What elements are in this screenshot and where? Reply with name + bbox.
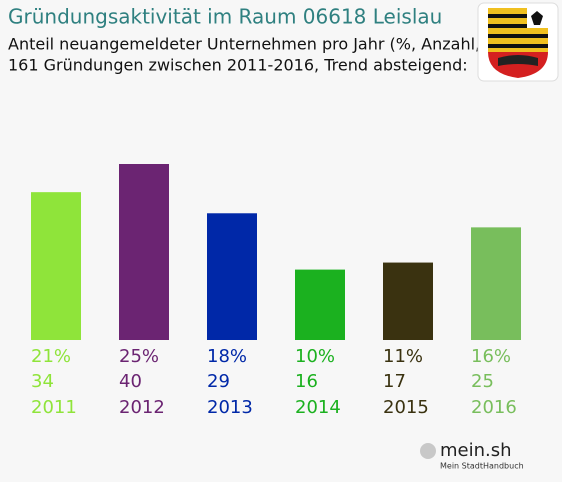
value-label: 25%	[119, 346, 159, 367]
value-label: 11%	[383, 346, 423, 367]
logo: mein.sh Mein StadtHandbuch	[420, 440, 524, 471]
subtitle: 161 Gründungen zwischen 2011-2016, Trend…	[8, 56, 468, 75]
value-label: 18%	[207, 346, 247, 367]
x-tick-label: 2013	[207, 397, 253, 418]
value-label: 16%	[471, 346, 511, 367]
chart-title: Gründungsaktivität im Raum 06618 Leislau	[8, 5, 442, 29]
count-label: 16	[295, 371, 318, 392]
coat-of-arms	[477, 2, 559, 82]
logo-tagline: Mein StadtHandbuch	[440, 462, 524, 471]
x-tick-label: 2012	[119, 397, 165, 418]
count-label: 25	[471, 371, 494, 392]
x-tick-label: 2016	[471, 397, 517, 418]
count-label: 29	[207, 371, 230, 392]
count-label: 34	[31, 371, 54, 392]
bar	[383, 262, 433, 340]
subtitle: Anteil neuangemeldeter Unternehmen pro J…	[8, 35, 523, 54]
bar	[471, 227, 521, 340]
value-label: 10%	[295, 346, 335, 367]
x-tick-label: 2015	[383, 397, 429, 418]
count-label: 40	[119, 371, 142, 392]
bar	[119, 164, 169, 340]
bar	[31, 192, 81, 340]
x-tick-label: 2014	[295, 397, 341, 418]
x-tick-label: 2011	[31, 397, 77, 418]
bar	[295, 269, 345, 340]
count-label: 17	[383, 371, 406, 392]
bar	[207, 213, 257, 340]
value-label: 21%	[31, 346, 71, 367]
logo-name: mein.sh	[440, 440, 512, 461]
